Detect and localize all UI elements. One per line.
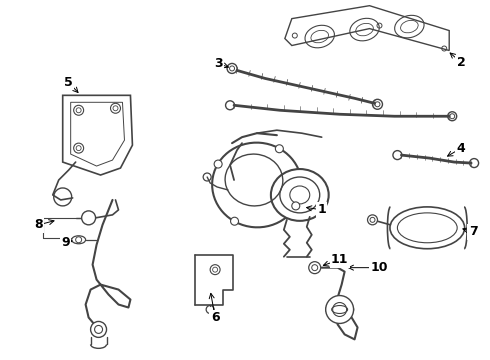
Text: 10: 10 — [371, 261, 388, 274]
Circle shape — [292, 202, 300, 210]
Text: 2: 2 — [457, 56, 465, 69]
Text: 8: 8 — [34, 218, 43, 231]
Circle shape — [231, 217, 239, 225]
Circle shape — [214, 160, 222, 168]
Text: 11: 11 — [331, 253, 348, 266]
Text: 4: 4 — [457, 141, 465, 155]
Text: 9: 9 — [61, 236, 70, 249]
Circle shape — [326, 296, 354, 323]
Circle shape — [275, 145, 283, 153]
Circle shape — [309, 262, 321, 274]
Ellipse shape — [390, 207, 465, 249]
Circle shape — [82, 211, 96, 225]
Text: 5: 5 — [64, 76, 73, 89]
Text: 6: 6 — [211, 311, 220, 324]
Polygon shape — [285, 6, 449, 50]
Ellipse shape — [271, 169, 329, 221]
Polygon shape — [63, 95, 132, 175]
Text: 1: 1 — [318, 203, 326, 216]
Ellipse shape — [212, 143, 302, 227]
Polygon shape — [71, 102, 124, 166]
Ellipse shape — [326, 302, 354, 316]
Ellipse shape — [72, 236, 86, 244]
Text: 3: 3 — [214, 57, 222, 70]
Circle shape — [368, 215, 377, 225]
Circle shape — [91, 321, 106, 337]
Text: 7: 7 — [469, 225, 477, 238]
